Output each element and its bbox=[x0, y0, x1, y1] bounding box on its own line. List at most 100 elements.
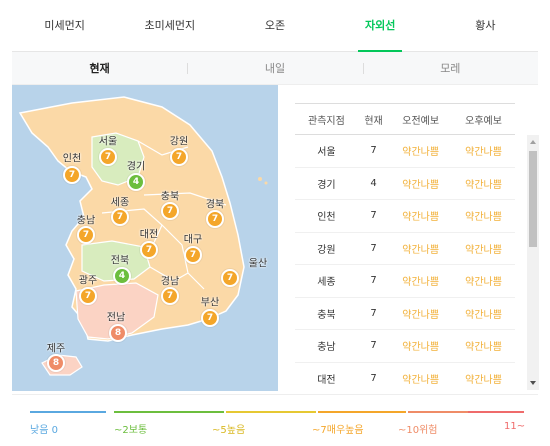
row-region: 대전 bbox=[295, 362, 358, 393]
table-row: 경기 4 약간나쁨 약간나쁨 bbox=[295, 167, 515, 200]
uv-marker-gyeongbuk[interactable]: 7 bbox=[206, 210, 224, 228]
row-am: 약간나쁨 bbox=[389, 167, 453, 200]
row-region: 인천 bbox=[295, 199, 358, 233]
uv-marker-daegu[interactable]: 7 bbox=[184, 246, 202, 264]
row-pm: 약간나쁨 bbox=[452, 167, 515, 200]
row-pm: 약간나쁨 bbox=[452, 264, 515, 298]
region-label-seoul: 서울 bbox=[98, 136, 118, 148]
row-region: 세종 bbox=[295, 264, 358, 298]
uv-marker-gyeongnam[interactable]: 7 bbox=[161, 287, 179, 305]
legend-bar-extreme bbox=[468, 411, 524, 413]
row-now: 4 bbox=[357, 167, 390, 200]
table-row: 대전 7 약간나쁨 약간나쁨 bbox=[295, 362, 515, 393]
row-pm: 약간나쁨 bbox=[452, 134, 515, 168]
table-scrollbar[interactable] bbox=[527, 135, 539, 390]
row-am: 약간나쁨 bbox=[389, 329, 453, 363]
uv-marker-gyeonggi[interactable]: 4 bbox=[127, 173, 145, 191]
region-label-daegu: 대구 bbox=[183, 234, 203, 246]
header-station: 관측지점 bbox=[295, 103, 358, 135]
table-row: 인천 7 약간나쁨 약간나쁨 bbox=[295, 199, 515, 233]
legend-bar-normal bbox=[114, 411, 224, 413]
row-region: 충남 bbox=[295, 329, 358, 363]
region-label-chungbuk: 충북 bbox=[160, 191, 180, 203]
tab-fine-dust[interactable]: 미세먼지 bbox=[44, 19, 85, 32]
uv-marker-ulsan[interactable]: 7 bbox=[221, 269, 239, 287]
tab-ultrafine-dust[interactable]: 초미세먼지 bbox=[144, 19, 196, 32]
row-am: 약간나쁨 bbox=[389, 297, 453, 330]
legend-bar-low bbox=[30, 411, 106, 413]
row-now: 7 bbox=[357, 264, 390, 298]
row-am: 약간나쁨 bbox=[389, 264, 453, 298]
region-label-jeonbuk: 전북 bbox=[110, 255, 130, 267]
uv-table-container[interactable]: 관측지점 현재 오전예보 오후예보 서울 7 약간나쁨 약간나쁨 경기 4 약간… bbox=[295, 103, 527, 393]
legend-label-extreme: 11~ bbox=[504, 421, 526, 432]
uv-marker-chungnam[interactable]: 7 bbox=[77, 226, 95, 244]
row-now: 7 bbox=[357, 362, 390, 393]
uv-marker-busan[interactable]: 7 bbox=[201, 309, 219, 327]
row-now: 7 bbox=[357, 297, 390, 330]
table-row: 세종 7 약간나쁨 약간나쁨 bbox=[295, 264, 515, 298]
uv-marker-seoul[interactable]: 7 bbox=[99, 148, 117, 166]
scroll-down-arrow-icon[interactable] bbox=[527, 378, 539, 388]
table-header-row: 관측지점 현재 오전예보 오후예보 bbox=[295, 103, 515, 135]
row-am: 약간나쁨 bbox=[389, 232, 453, 265]
header-pm-forecast: 오후예보 bbox=[452, 103, 515, 135]
row-now: 7 bbox=[357, 329, 390, 363]
legend-label-high: ~5높음 bbox=[212, 425, 246, 436]
uv-marker-jeju[interactable]: 8 bbox=[47, 354, 65, 372]
region-label-gyeonggi: 경기 bbox=[126, 161, 146, 173]
row-region: 강원 bbox=[295, 232, 358, 265]
tab-yellow-dust[interactable]: 황사 bbox=[475, 19, 496, 32]
row-am: 약간나쁨 bbox=[389, 362, 453, 393]
region-label-chungnam: 충남 bbox=[76, 215, 96, 227]
header-am-forecast: 오전예보 bbox=[389, 103, 453, 135]
region-label-gwangju: 광주 bbox=[78, 275, 98, 287]
korea-uv-map: 서울 7 인천 7 경기 4 강원 7 세종 7 충북 7 충남 7 경북 7 … bbox=[12, 85, 278, 391]
row-region: 충북 bbox=[295, 297, 358, 330]
day-tabs: 현재 내일 모레 bbox=[12, 52, 538, 85]
legend-bar-high bbox=[226, 411, 316, 413]
row-pm: 약간나쁨 bbox=[452, 232, 515, 265]
uv-marker-chungbuk[interactable]: 7 bbox=[161, 202, 179, 220]
region-label-daejeon: 대전 bbox=[139, 229, 159, 241]
uv-legend: 낮음 0 ~2보통 ~5높음 ~7매우높음 ~10위험 11~ bbox=[12, 394, 538, 446]
legend-label-low: 낮음 0 bbox=[30, 425, 58, 436]
tab-today[interactable]: 현재 bbox=[89, 62, 110, 75]
region-label-gangwon: 강원 bbox=[169, 136, 189, 148]
row-pm: 약간나쁨 bbox=[452, 297, 515, 330]
uv-marker-daejeon[interactable]: 7 bbox=[140, 241, 158, 259]
uv-marker-gwangju[interactable]: 7 bbox=[79, 287, 97, 305]
table-row: 충남 7 약간나쁨 약간나쁨 bbox=[295, 329, 515, 363]
row-now: 7 bbox=[357, 134, 390, 168]
tab-tomorrow[interactable]: 내일 bbox=[187, 52, 362, 84]
table-row: 충북 7 약간나쁨 약간나쁨 bbox=[295, 297, 515, 330]
row-region: 경기 bbox=[295, 167, 358, 200]
legend-label-danger: ~10위험 bbox=[398, 425, 438, 436]
region-label-sejong: 세종 bbox=[110, 197, 130, 209]
uv-marker-jeonnam[interactable]: 8 bbox=[109, 324, 127, 342]
category-tabs: 미세먼지 초미세먼지 오존 자외선 황사 bbox=[12, 0, 538, 52]
table-row: 서울 7 약간나쁨 약간나쁨 bbox=[295, 134, 515, 168]
header-now: 현재 bbox=[357, 103, 390, 135]
table-row: 강원 7 약간나쁨 약간나쁨 bbox=[295, 232, 515, 265]
region-label-busan: 부산 bbox=[200, 297, 220, 309]
tab-uv[interactable]: 자외선 bbox=[328, 0, 433, 52]
region-label-gyeongnam: 경남 bbox=[160, 276, 180, 288]
uv-table: 관측지점 현재 오전예보 오후예보 서울 7 약간나쁨 약간나쁨 경기 4 약간… bbox=[295, 103, 515, 393]
legend-label-very-high: ~7매우높음 bbox=[312, 425, 364, 436]
uv-marker-incheon[interactable]: 7 bbox=[63, 166, 81, 184]
legend-bar-danger bbox=[408, 411, 468, 413]
row-pm: 약간나쁨 bbox=[452, 362, 515, 393]
uv-marker-jeonbuk[interactable]: 4 bbox=[113, 267, 131, 285]
scrollbar-thumb[interactable] bbox=[529, 151, 537, 247]
row-am: 약간나쁨 bbox=[389, 134, 453, 168]
uv-marker-gangwon[interactable]: 7 bbox=[170, 148, 188, 166]
scroll-up-arrow-icon[interactable] bbox=[527, 137, 539, 147]
region-label-jeonnam: 전남 bbox=[106, 312, 126, 324]
uv-marker-sejong[interactable]: 7 bbox=[111, 208, 129, 226]
region-label-incheon: 인천 bbox=[62, 153, 82, 165]
tab-ozone[interactable]: 오존 bbox=[264, 19, 286, 32]
tab-day-after-tomorrow[interactable]: 모레 bbox=[362, 52, 538, 84]
row-now: 7 bbox=[357, 199, 390, 233]
row-pm: 약간나쁨 bbox=[452, 199, 515, 233]
